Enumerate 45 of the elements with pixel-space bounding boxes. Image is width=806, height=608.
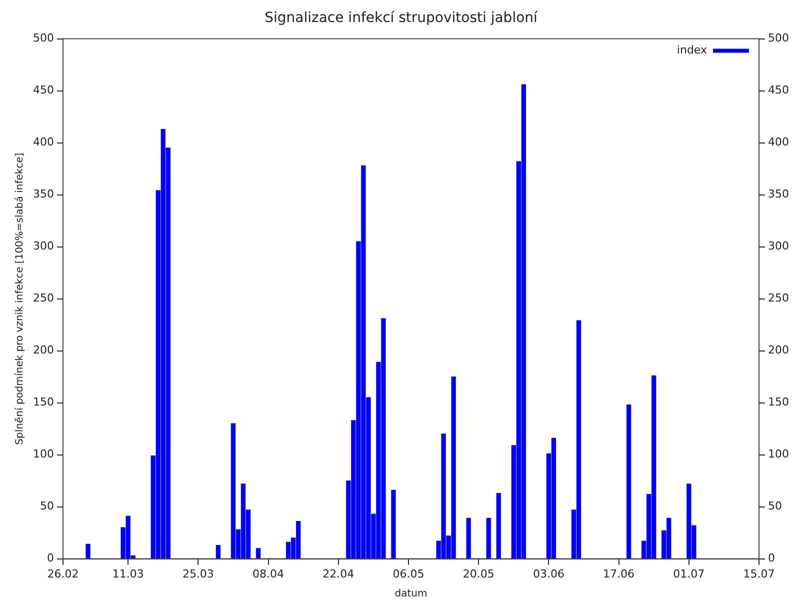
y-tick-label: 150 xyxy=(32,396,54,409)
x-tick-label: 17.06 xyxy=(603,567,635,580)
y2-tick-label: 300 xyxy=(768,240,790,253)
y2-tick-label: 200 xyxy=(768,344,790,357)
bar xyxy=(391,490,396,559)
x-axis-title: datum xyxy=(394,588,428,600)
y2-tick-label: 450 xyxy=(768,84,790,97)
bar xyxy=(496,492,501,559)
y2-tick-label: 500 xyxy=(768,32,790,45)
bar xyxy=(86,544,90,559)
x-tick-label: 26.02 xyxy=(47,567,79,580)
y-tick-label: 300 xyxy=(32,240,54,253)
y-tick-label: 250 xyxy=(32,292,54,305)
x-tick-label: 01.07 xyxy=(673,567,705,580)
y2-tick-label: 0 xyxy=(768,552,776,565)
y-tick-label: 350 xyxy=(32,188,54,201)
x-tick-label: 06.05 xyxy=(392,567,424,580)
x-tick-label: 15.07 xyxy=(743,567,775,580)
legend-label: index xyxy=(676,44,708,57)
bar xyxy=(216,544,221,559)
y2-tick-label: 400 xyxy=(768,136,790,149)
x-tick-label: 22.04 xyxy=(322,567,354,580)
y-axis-title: Splnění podmínek pro vznik infekce [100%=slabá infekce] xyxy=(14,152,26,445)
x-tick-label: 20.05 xyxy=(462,567,494,580)
y-tick-label: 50 xyxy=(40,500,54,513)
y2-tick-label: 100 xyxy=(768,448,790,461)
y-tick-label: 100 xyxy=(32,448,54,461)
bar xyxy=(256,548,261,559)
y2-tick-label: 150 xyxy=(768,396,790,409)
y-tick-label: 0 xyxy=(46,552,54,565)
x-tick-label: 03.06 xyxy=(532,567,564,580)
y-tick-label: 400 xyxy=(32,136,54,149)
y-tick-label: 200 xyxy=(32,344,54,357)
x-tick-label: 11.03 xyxy=(112,567,144,580)
y-tick-label: 450 xyxy=(32,84,54,97)
bar xyxy=(486,518,491,559)
x-tick-label: 08.04 xyxy=(252,567,284,580)
bar xyxy=(626,404,632,559)
y2-tick-label: 250 xyxy=(768,292,790,305)
bar xyxy=(466,518,471,559)
chart-title: Signalizace infekcí strupovitosti jabloní xyxy=(264,10,539,26)
x-tick-label: 25.03 xyxy=(182,567,214,580)
y2-tick-label: 50 xyxy=(768,500,782,513)
y2-tick-label: 350 xyxy=(768,188,790,201)
y-tick-label: 500 xyxy=(32,32,54,45)
